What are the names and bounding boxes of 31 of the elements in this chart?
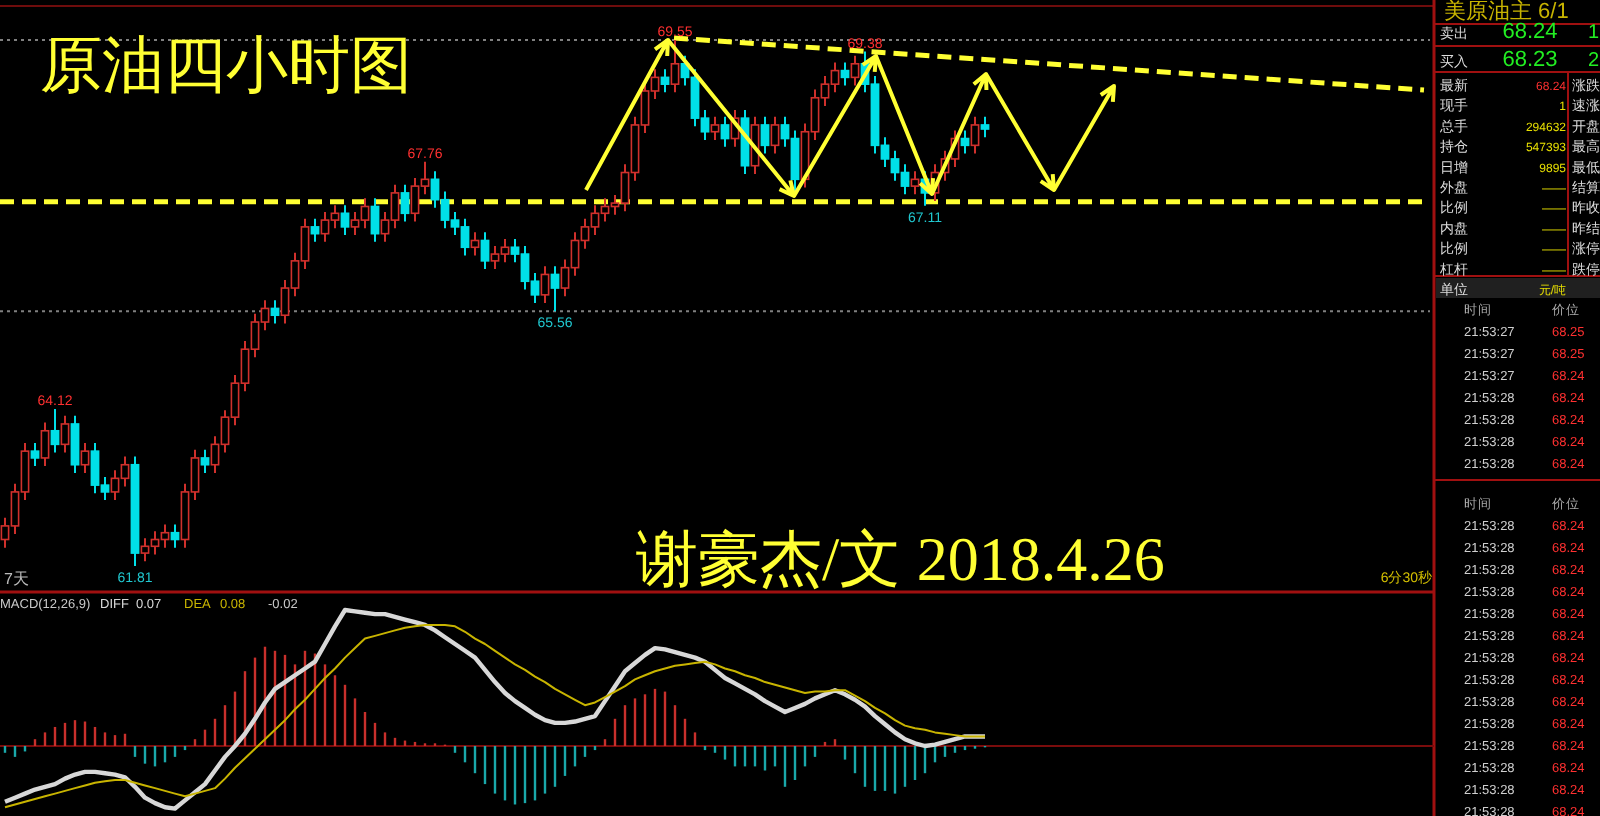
candlestick bbox=[80, 441, 90, 474]
candlestick bbox=[40, 421, 50, 468]
candlestick bbox=[770, 115, 780, 155]
candlestick bbox=[400, 183, 410, 223]
candlestick bbox=[840, 61, 850, 87]
candlestick bbox=[720, 115, 730, 148]
candlestick bbox=[910, 170, 920, 196]
candlestick bbox=[170, 523, 180, 549]
candlestick bbox=[310, 217, 320, 243]
candlestick bbox=[960, 129, 970, 155]
candlestick bbox=[710, 115, 720, 141]
candlestick bbox=[760, 115, 770, 155]
candlestick bbox=[340, 204, 350, 237]
annotation: 谢豪杰/文 2018.4.26 bbox=[636, 524, 1165, 594]
candlestick bbox=[270, 299, 280, 325]
candlestick bbox=[970, 115, 980, 155]
candlestick bbox=[480, 231, 490, 271]
candlestick bbox=[980, 115, 990, 139]
candlestick bbox=[50, 408, 60, 454]
candlestick bbox=[660, 68, 670, 94]
chart-title: 原油四小时图 bbox=[40, 30, 412, 100]
candlestick bbox=[200, 448, 210, 474]
candlestick bbox=[670, 39, 680, 94]
candlestick bbox=[470, 231, 480, 257]
candlestick bbox=[540, 265, 550, 304]
candlestick bbox=[30, 441, 40, 468]
text: 7天 bbox=[4, 570, 29, 588]
candlestick bbox=[60, 414, 70, 454]
candlestick bbox=[550, 265, 560, 313]
candlestick bbox=[850, 54, 860, 87]
candlestick bbox=[70, 414, 80, 474]
